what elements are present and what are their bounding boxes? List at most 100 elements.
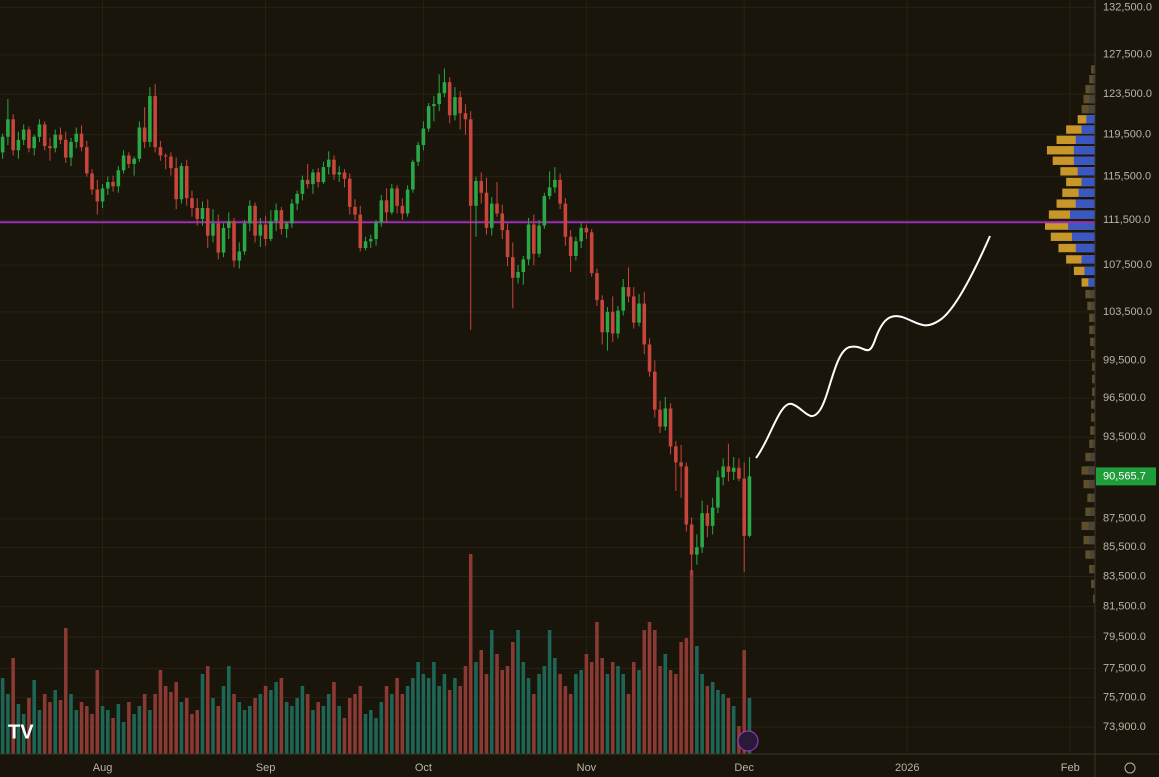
candle-body: [400, 205, 405, 214]
profile-total: [1092, 374, 1095, 384]
volume-bar: [568, 694, 573, 754]
volume-bar: [500, 670, 505, 754]
candle-body: [395, 188, 399, 206]
profile-total: [1066, 255, 1095, 264]
volume-bar: [542, 666, 547, 754]
volume-bar: [48, 702, 52, 754]
settings-icon[interactable]: [1124, 762, 1136, 774]
candle-body: [116, 170, 121, 187]
y-tick-label: 115,500.0: [1103, 171, 1151, 183]
y-tick-label: 103,500.0: [1103, 306, 1152, 318]
candle-body: [263, 224, 268, 240]
candle-body: [684, 466, 689, 525]
candle-body: [705, 513, 710, 526]
candle-body: [610, 311, 615, 334]
candle-body: [111, 181, 115, 187]
volume-bar: [526, 678, 531, 754]
volume-bar: [279, 678, 284, 754]
candle-body: [631, 296, 636, 323]
volume-bar: [295, 698, 299, 754]
profile-up: [1093, 400, 1095, 409]
volume-bar: [631, 662, 636, 754]
y-tick-label: 77,500.0: [1103, 662, 1146, 674]
candle-body: [195, 207, 200, 219]
candle-body: [284, 223, 289, 229]
volume-bar: [184, 698, 189, 754]
x-tick-label: 2026: [895, 762, 919, 774]
profile-up: [1093, 579, 1095, 589]
volume-bar: [316, 702, 320, 754]
profile-up: [1077, 167, 1095, 176]
profile-up: [1090, 507, 1095, 516]
logo-mark: TV: [8, 721, 34, 743]
volume-bar: [221, 686, 226, 754]
candle-body: [53, 134, 58, 149]
volume-bar: [484, 674, 489, 754]
candle-body: [663, 408, 668, 427]
profile-up: [1073, 156, 1095, 165]
volume-bar: [447, 690, 452, 754]
candle-body: [216, 223, 221, 253]
profile-up: [1089, 94, 1095, 104]
candle-body: [710, 507, 715, 526]
volume-bar: [384, 686, 389, 754]
axes: 132,500.0 127,500.0 123,500.0 119,500.0 115,…: [93, 1, 1156, 774]
candle-body: [563, 203, 568, 237]
x-tick-label: Sep: [256, 762, 276, 774]
volume-bar: [553, 658, 557, 754]
alert-icon[interactable]: [737, 730, 759, 752]
y-tick-label: 99,500.0: [1103, 354, 1146, 366]
logo: TV: [8, 721, 34, 743]
profile-up: [1093, 65, 1095, 74]
candle-body: [184, 166, 189, 199]
candle-body: [495, 203, 499, 214]
candle-body: [37, 124, 42, 137]
candle-body: [721, 466, 725, 478]
profile-total: [1046, 146, 1095, 155]
candle-body: [716, 477, 720, 508]
volume-bar: [579, 670, 583, 754]
volume-bar: [589, 662, 594, 754]
volume-bar: [421, 674, 426, 754]
candle-body: [211, 223, 215, 236]
volume-bar: [647, 622, 652, 754]
candle-body: [595, 273, 599, 301]
candle-body: [432, 104, 436, 107]
volume-bar: [90, 714, 94, 754]
candle-body: [479, 180, 484, 193]
volume-bar: [574, 674, 578, 754]
volume-bar: [479, 650, 484, 754]
volume-bar: [700, 674, 704, 754]
profile-up: [1086, 115, 1095, 124]
candle-body: [274, 210, 278, 222]
volume-bar: [716, 690, 720, 754]
candle-body: [642, 303, 647, 345]
volume-bar: [226, 666, 231, 754]
y-tick-label: 132,500.0: [1103, 1, 1152, 13]
candle-body: [232, 221, 236, 261]
volume-bar: [42, 694, 47, 754]
candle-body: [390, 188, 394, 213]
candle-body: [489, 203, 494, 228]
volume-bar: [379, 702, 384, 754]
volume-bar: [63, 628, 68, 754]
volume-bar: [390, 694, 394, 754]
volume-bar: [663, 654, 668, 754]
candle-body: [426, 106, 431, 129]
volume-bar: [11, 658, 15, 754]
profile-up: [1081, 255, 1095, 264]
candle-body: [700, 513, 704, 548]
volume-bar: [174, 682, 178, 754]
volume-bar: [53, 690, 58, 754]
profile-up: [1088, 105, 1095, 114]
volume-bar: [79, 702, 84, 754]
candle-body: [63, 139, 68, 158]
volume-bar: [616, 666, 620, 754]
volume-bar: [495, 654, 499, 754]
candle-body: [79, 133, 84, 148]
volume-bar: [347, 698, 352, 754]
volume-bar: [305, 694, 310, 754]
volume-bar: [121, 722, 126, 754]
profile-up: [1092, 564, 1095, 574]
x-tick-label: Oct: [415, 762, 432, 774]
